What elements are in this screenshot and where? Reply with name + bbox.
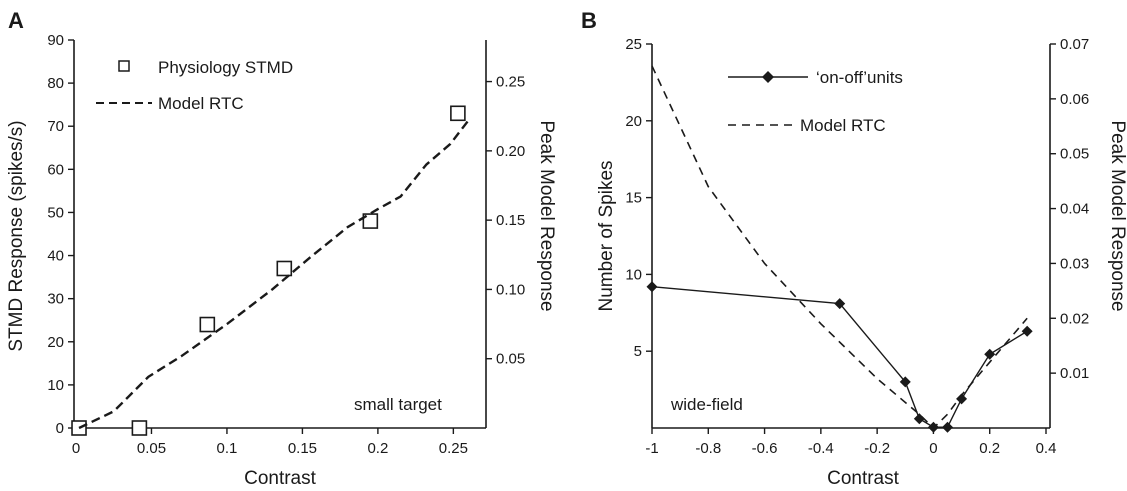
y2-tick-label: 0.04 <box>1060 201 1089 218</box>
onoff-units-point <box>899 376 911 388</box>
x-tick-label: -1 <box>645 440 658 457</box>
x-tick-label: -0.6 <box>752 440 778 457</box>
x-tick-label: -0.4 <box>808 440 834 457</box>
legend-marker-onoff <box>762 71 774 83</box>
onoff-units-point <box>646 281 658 293</box>
panel-b-y-axis-title: Number of Spikes <box>596 160 617 311</box>
y-tick-label: 20 <box>625 113 642 130</box>
physiology-point <box>362 213 379 229</box>
panel-b-x-axis-title: Contrast <box>827 468 900 489</box>
y2-tick-label: 0.15 <box>496 212 525 229</box>
y2-tick-label: 0.06 <box>1060 91 1089 108</box>
x-tick-label: 0.2 <box>979 440 1000 457</box>
legend-label-onoff: ‘on-off’units <box>816 68 903 87</box>
y2-tick-label: 0.10 <box>496 281 525 298</box>
y-tick-label: 5 <box>634 343 642 360</box>
onoff-units-point <box>956 393 968 405</box>
panel-letter-a: A <box>8 8 24 33</box>
physiology-point <box>199 316 216 333</box>
panel-a-y2-axis-title: Peak Model Response <box>536 120 557 311</box>
onoff-units-point <box>1021 325 1033 337</box>
panel-a-annotation: small target <box>354 395 442 414</box>
y2-tick-label: 0.20 <box>496 143 525 160</box>
y2-tick-label: 0.03 <box>1060 255 1089 272</box>
y-tick-label: 70 <box>47 118 64 135</box>
onoff-units-point <box>834 298 846 310</box>
legend-marker-physiology <box>118 60 130 72</box>
y-tick-label: 50 <box>47 204 64 221</box>
panel-a: A 0 0.05 0.1 0.15 0.2 0.25 0 10 20 30 40 50 60 70 80 9… <box>6 8 557 489</box>
x-tick-label: 0.25 <box>439 440 468 457</box>
panel-b-y2-axis-title: Peak Model Response <box>1107 120 1127 311</box>
y2-tick-label: 0.01 <box>1060 365 1089 382</box>
y-tick-label: 0 <box>56 420 64 437</box>
x-tick-label: 0.4 <box>1036 440 1057 457</box>
y-tick-label: 90 <box>47 32 64 49</box>
x-tick-label: 0.05 <box>137 440 166 457</box>
x-tick-label: 0.15 <box>288 440 317 457</box>
onoff-units-point <box>942 421 953 433</box>
legend-label-model-a: Model RTC <box>158 94 244 113</box>
physiology-point <box>276 260 293 277</box>
panel-b: B -1 -0.8 -0.6 -0.4 -0.2 0 0.2 0.4 5 10 15 20 25 0.… <box>581 8 1127 489</box>
y-tick-label: 10 <box>47 377 64 394</box>
x-tick-label: -0.8 <box>695 440 721 457</box>
onoff-units-point <box>984 348 996 360</box>
y-tick-label: 80 <box>47 75 64 92</box>
y2-tick-label: 0.05 <box>1060 146 1089 163</box>
y2-tick-label: 0.07 <box>1060 36 1089 53</box>
model-rtc-line <box>651 65 1028 429</box>
panel-a-y-axis-title: STMD Response (spikes/s) <box>6 120 27 351</box>
y2-tick-label: 0.02 <box>1060 310 1089 327</box>
y-tick-label: 40 <box>47 248 64 265</box>
y-tick-label: 30 <box>47 291 64 308</box>
panel-b-annotation: wide-field <box>670 395 743 414</box>
y2-tick-label: 0.25 <box>496 74 525 91</box>
onoff-units-point <box>913 413 925 425</box>
legend-label-model-b: Model RTC <box>800 116 886 135</box>
model-rtc-line <box>78 119 470 430</box>
legend-label-physiology: Physiology STMD <box>158 58 293 77</box>
y2-tick-label: 0.05 <box>496 351 525 368</box>
panel-a-x-axis-title: Contrast <box>244 468 317 489</box>
x-tick-label: 0.1 <box>217 440 238 457</box>
x-tick-label: -0.2 <box>864 440 890 457</box>
x-tick-label: 0.2 <box>367 440 388 457</box>
panel-letter-b: B <box>581 8 597 33</box>
x-tick-label: 0 <box>72 440 80 457</box>
y-tick-label: 15 <box>625 190 642 207</box>
physiology-point <box>131 420 148 436</box>
physiology-point <box>450 105 466 122</box>
x-tick-label: 0 <box>929 440 937 457</box>
y-tick-label: 25 <box>625 36 642 53</box>
y-tick-label: 60 <box>47 161 64 178</box>
y-tick-label: 10 <box>625 266 642 283</box>
y-tick-label: 20 <box>47 334 64 351</box>
